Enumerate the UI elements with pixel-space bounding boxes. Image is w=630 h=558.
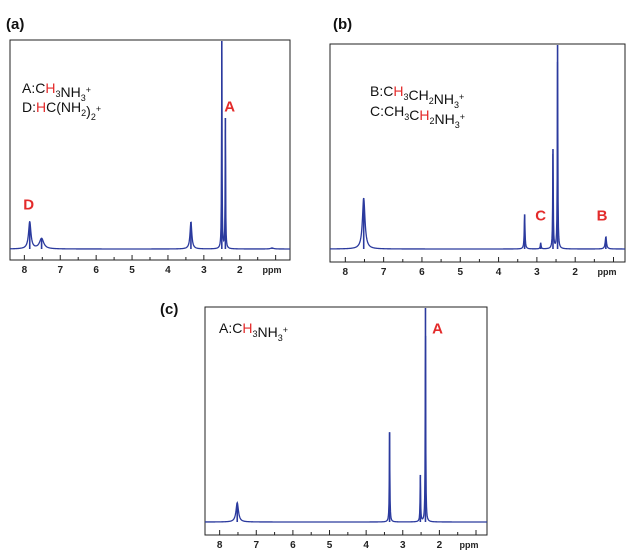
x-tick-label: 6	[93, 265, 99, 276]
legend-formula: D:HC(NH2)2+	[22, 99, 101, 122]
formula-part: C(NH	[46, 99, 81, 115]
panel-label: (c)	[160, 301, 178, 318]
x-unit-label: ppm	[263, 265, 282, 275]
formula-part: )	[86, 103, 91, 119]
x-tick-label: 8	[217, 540, 223, 551]
panel-label: (b)	[333, 16, 352, 33]
formula-part: 3	[404, 112, 409, 122]
panel-label: (a)	[6, 16, 24, 33]
highlighted-proton: H	[45, 80, 55, 96]
highlighted-proton: H	[36, 99, 46, 115]
x-unit-label: ppm	[598, 267, 617, 277]
formula-part: H	[419, 107, 429, 123]
peak-label-a: A	[432, 321, 443, 338]
legend-formula: A:CH3NH3+	[219, 320, 288, 343]
formula-part: +	[459, 92, 464, 102]
formula-part: NH	[435, 111, 455, 127]
peak-label-d: D	[23, 196, 34, 213]
legend-formula: B:CH3CH2NH3+	[370, 83, 464, 110]
formula-part: NH	[60, 84, 80, 100]
formula-part: +	[86, 85, 91, 95]
highlighted-proton: H	[393, 83, 403, 99]
formula-part: 3	[55, 89, 60, 99]
x-tick-label: 8	[343, 267, 349, 278]
x-axis-ticks: 8 7 6 5 4 3 2	[22, 255, 277, 276]
x-tick-label: 6	[290, 540, 296, 551]
peak-label-a: A	[224, 99, 235, 116]
x-tick-label: 5	[129, 265, 135, 276]
x-axis-ticks: 8 7 6 5 4 3 2	[217, 530, 477, 551]
x-tick-label: 8	[22, 265, 28, 276]
formula-part: A:C	[22, 80, 45, 96]
formula-part: 2	[429, 96, 434, 106]
x-tick-label: 7	[57, 265, 63, 276]
formula-part: +	[283, 325, 288, 335]
plot-frame	[329, 43, 626, 263]
formula-part: 3	[278, 333, 283, 343]
highlighted-proton: H	[242, 320, 252, 336]
formula-part: C:CH	[370, 103, 404, 119]
formula-part: 3	[403, 92, 408, 102]
plot-frame	[9, 39, 291, 261]
x-unit-label: ppm	[460, 540, 479, 550]
x-tick-label: 5	[457, 267, 463, 278]
x-tick-label: 3	[400, 540, 406, 551]
x-tick-label: 4	[496, 267, 502, 278]
legend-formula: C:CH3CH2NH3+	[370, 103, 465, 130]
formula-part: 3	[81, 93, 86, 103]
spectrum-trace	[9, 52, 290, 250]
x-tick-label: 3	[534, 267, 540, 278]
x-tick-label: 3	[201, 265, 207, 276]
x-tick-label: 5	[327, 540, 333, 551]
peak-label-b: B	[597, 207, 608, 224]
formula-part: +	[460, 112, 465, 122]
spectrum-trace	[330, 61, 625, 250]
formula-part: A:C	[219, 320, 242, 336]
spectrum-trace	[205, 335, 487, 523]
formula-part: NH	[257, 324, 277, 340]
plot-frame	[204, 306, 488, 536]
x-tick-label: 4	[363, 540, 369, 551]
formula-part: 3	[252, 329, 257, 339]
formula-part: CH	[408, 87, 428, 103]
x-tick-label: 2	[572, 267, 578, 278]
formula-part: 3	[454, 100, 459, 110]
formula-part: 3	[455, 120, 460, 130]
x-tick-label: 4	[165, 265, 171, 276]
peak-label-c: C	[535, 207, 546, 224]
formula-part: 2	[81, 108, 86, 118]
x-tick-label: 7	[253, 540, 259, 551]
formula-part: B:C	[370, 83, 393, 99]
formula-part: NH	[434, 91, 454, 107]
formula-part: 2	[91, 112, 96, 122]
x-tick-label: 2	[437, 540, 443, 551]
legend-formula: A:CH3NH3+	[22, 80, 91, 103]
formula-part: 2	[430, 116, 435, 126]
x-tick-label: 7	[381, 267, 387, 278]
x-axis-ticks: 8 7 6 5 4 3 2	[343, 257, 615, 278]
formula-part: C	[409, 107, 419, 123]
x-tick-label: 2	[237, 265, 243, 276]
formula-part: +	[96, 104, 101, 114]
formula-part: D:	[22, 99, 36, 115]
x-tick-label: 6	[419, 267, 425, 278]
